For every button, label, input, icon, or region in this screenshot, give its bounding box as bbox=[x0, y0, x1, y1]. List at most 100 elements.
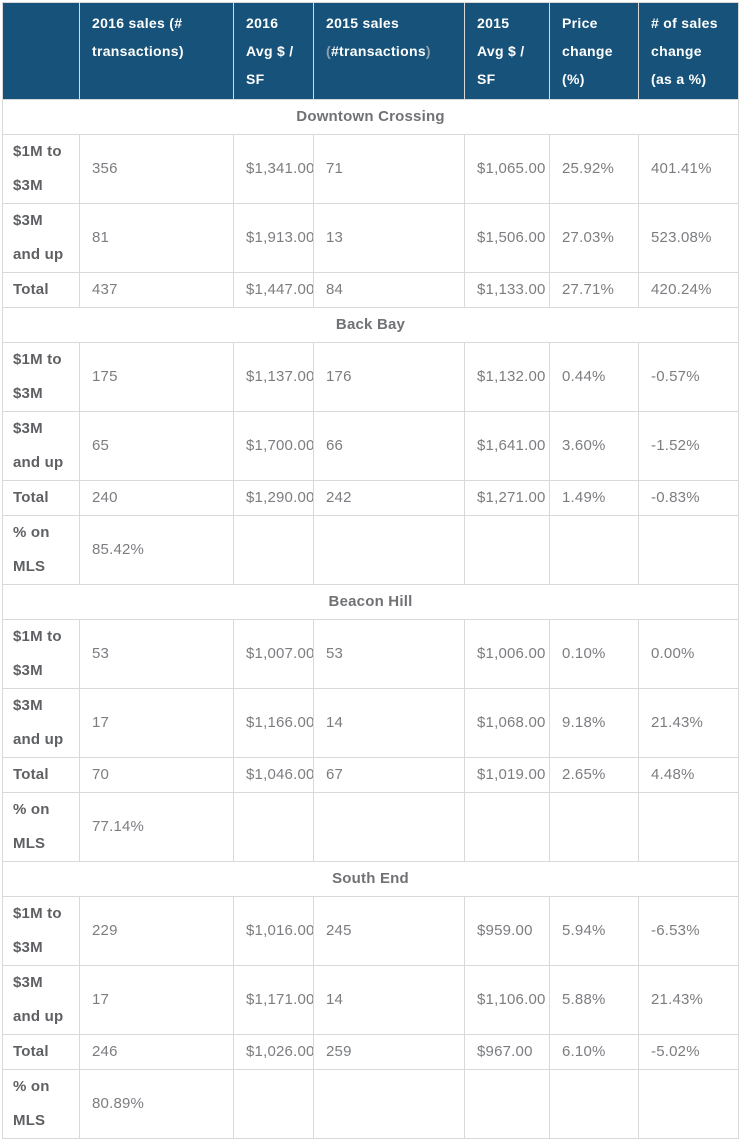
cell-2015-transactions: 14 bbox=[313, 688, 465, 758]
cell-2016-transactions: 80.89% bbox=[79, 1069, 234, 1139]
cell-2016-avg-sf bbox=[233, 1069, 314, 1139]
table-row: $3M and up 17 $1,166.00 14 $1,068.00 9.18% 21.… bbox=[2, 688, 739, 758]
cell-2016-avg-sf: $1,447.00 bbox=[233, 272, 314, 308]
cell-price-change: 0.44% bbox=[549, 342, 639, 412]
header-row: 2016 sales (# transactions) 2016 Avg $ /… bbox=[2, 2, 739, 100]
cell-price-change: 9.18% bbox=[549, 688, 639, 758]
table-row: $3M and up 17 $1,171.00 14 $1,106.00 5.88% 21.… bbox=[2, 965, 739, 1035]
row-label: Total bbox=[2, 480, 80, 516]
cell-2015-avg-sf: $1,506.00 bbox=[464, 203, 550, 273]
row-label: $1M to $3M bbox=[2, 619, 80, 689]
cell-2015-transactions: 14 bbox=[313, 965, 465, 1035]
cell-2015-transactions: 84 bbox=[313, 272, 465, 308]
row-label: Total bbox=[2, 272, 80, 308]
cell-sales-change: 523.08% bbox=[638, 203, 739, 273]
cell-2016-avg-sf bbox=[233, 515, 314, 585]
header-cell-sales-change: # of sales change (as a %) bbox=[638, 2, 739, 100]
cell-sales-change: 4.48% bbox=[638, 757, 739, 793]
cell-2015-transactions: 66 bbox=[313, 411, 465, 481]
cell-2016-transactions: 65 bbox=[79, 411, 234, 481]
cell-2015-transactions: 71 bbox=[313, 134, 465, 204]
table-row: % on MLS 77.14% bbox=[2, 792, 739, 862]
header-cell-price-change: Price change (%) bbox=[549, 2, 639, 100]
cell-2016-transactions: 53 bbox=[79, 619, 234, 689]
cell-2015-transactions: 176 bbox=[313, 342, 465, 412]
row-label: % on MLS bbox=[2, 792, 80, 862]
cell-2016-avg-sf: $1,171.00 bbox=[233, 965, 314, 1035]
cell-sales-change: -1.52% bbox=[638, 411, 739, 481]
cell-2015-avg-sf: $1,006.00 bbox=[464, 619, 550, 689]
row-label: % on MLS bbox=[2, 1069, 80, 1139]
cell-2016-transactions: 81 bbox=[79, 203, 234, 273]
row-label: $3M and up bbox=[2, 203, 80, 273]
cell-2015-avg-sf bbox=[464, 792, 550, 862]
cell-2015-avg-sf bbox=[464, 515, 550, 585]
cell-sales-change: 21.43% bbox=[638, 965, 739, 1035]
row-label: $1M to $3M bbox=[2, 342, 80, 412]
cell-2015-transactions bbox=[313, 515, 465, 585]
cell-sales-change: -0.57% bbox=[638, 342, 739, 412]
cell-sales-change bbox=[638, 792, 739, 862]
cell-price-change: 5.94% bbox=[549, 896, 639, 966]
cell-price-change: 2.65% bbox=[549, 757, 639, 793]
section-header-row: Back Bay bbox=[2, 307, 739, 343]
cell-2015-transactions: 67 bbox=[313, 757, 465, 793]
cell-2016-transactions: 70 bbox=[79, 757, 234, 793]
cell-sales-change: 0.00% bbox=[638, 619, 739, 689]
cell-2015-transactions: 245 bbox=[313, 896, 465, 966]
cell-2016-transactions: 356 bbox=[79, 134, 234, 204]
row-label: $3M and up bbox=[2, 965, 80, 1035]
cell-2016-avg-sf: $1,016.00 bbox=[233, 896, 314, 966]
header-2015-sales-inner: #transactions bbox=[330, 43, 426, 59]
cell-2015-avg-sf: $1,132.00 bbox=[464, 342, 550, 412]
table-row: $1M to $3M 229 $1,016.00 245 $959.00 5.94% -6.… bbox=[2, 896, 739, 966]
cell-price-change bbox=[549, 792, 639, 862]
table-row: $1M to $3M 53 $1,007.00 53 $1,006.00 0.10% 0.0… bbox=[2, 619, 739, 689]
table-row: % on MLS 80.89% bbox=[2, 1069, 739, 1139]
cell-2015-transactions bbox=[313, 1069, 465, 1139]
cell-2015-avg-sf: $959.00 bbox=[464, 896, 550, 966]
cell-2015-avg-sf: $1,133.00 bbox=[464, 272, 550, 308]
table-row: $1M to $3M 175 $1,137.00 176 $1,132.00 0.44% -… bbox=[2, 342, 739, 412]
cell-2016-avg-sf: $1,290.00 bbox=[233, 480, 314, 516]
cell-price-change bbox=[549, 1069, 639, 1139]
cell-2016-avg-sf: $1,046.00 bbox=[233, 757, 314, 793]
row-label: % on MLS bbox=[2, 515, 80, 585]
section-header-row: Beacon Hill bbox=[2, 584, 739, 620]
cell-2016-avg-sf: $1,341.00 bbox=[233, 134, 314, 204]
cell-2016-avg-sf: $1,166.00 bbox=[233, 688, 314, 758]
header-cell-empty bbox=[2, 2, 80, 100]
cell-sales-change: -6.53% bbox=[638, 896, 739, 966]
cell-sales-change bbox=[638, 1069, 739, 1139]
cell-2016-transactions: 85.42% bbox=[79, 515, 234, 585]
cell-2016-avg-sf: $1,137.00 bbox=[233, 342, 314, 412]
section-header-row: Downtown Crossing bbox=[2, 99, 739, 135]
cell-2015-avg-sf: $967.00 bbox=[464, 1034, 550, 1070]
cell-price-change: 25.92% bbox=[549, 134, 639, 204]
cell-sales-change: -0.83% bbox=[638, 480, 739, 516]
section-title: Downtown Crossing bbox=[2, 99, 739, 135]
table-row: Total 246 $1,026.00 259 $967.00 6.10% -5.02% bbox=[2, 1034, 739, 1070]
cell-price-change: 0.10% bbox=[549, 619, 639, 689]
row-label: Total bbox=[2, 1034, 80, 1070]
cell-price-change: 1.49% bbox=[549, 480, 639, 516]
cell-price-change bbox=[549, 515, 639, 585]
cell-2016-avg-sf: $1,700.00 bbox=[233, 411, 314, 481]
cell-2016-transactions: 246 bbox=[79, 1034, 234, 1070]
cell-2015-avg-sf: $1,641.00 bbox=[464, 411, 550, 481]
header-2015-sales-text: 2015 sales bbox=[326, 15, 400, 31]
paren-close: ) bbox=[425, 43, 431, 59]
header-cell-2015-avg-sf: 2015 Avg $ / SF bbox=[464, 2, 550, 100]
section-title: Back Bay bbox=[2, 307, 739, 343]
row-label: $3M and up bbox=[2, 411, 80, 481]
cell-price-change: 3.60% bbox=[549, 411, 639, 481]
header-cell-2015-sales: 2015 sales (#transactions) bbox=[313, 2, 465, 100]
cell-2015-avg-sf: $1,065.00 bbox=[464, 134, 550, 204]
cell-2015-avg-sf: $1,106.00 bbox=[464, 965, 550, 1035]
cell-2015-avg-sf: $1,068.00 bbox=[464, 688, 550, 758]
section-title: South End bbox=[2, 861, 739, 897]
row-label: $1M to $3M bbox=[2, 134, 80, 204]
cell-2016-transactions: 229 bbox=[79, 896, 234, 966]
